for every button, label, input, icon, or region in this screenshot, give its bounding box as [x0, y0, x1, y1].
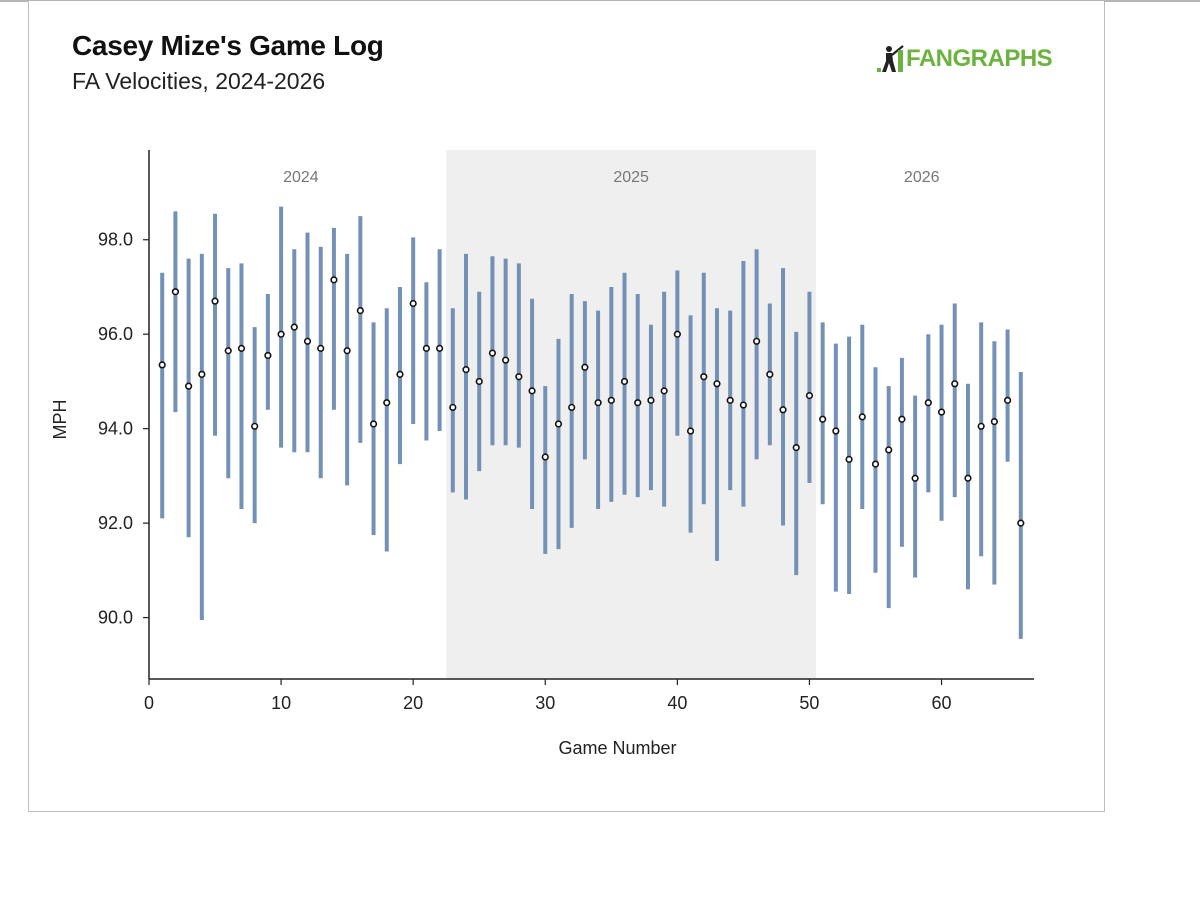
- average-velocity-point: [805, 392, 814, 400]
- average-velocity-point: [713, 380, 721, 388]
- x-tick-label: 20: [403, 693, 423, 713]
- average-velocity-point: [739, 401, 748, 409]
- season-label-2025: 2025: [613, 169, 649, 186]
- y-tick-label: 94.0: [98, 419, 133, 439]
- y-tick-label: 96.0: [98, 324, 133, 344]
- average-velocity-point: [435, 344, 444, 352]
- season-bands: [446, 150, 817, 679]
- x-tick-label: 50: [799, 693, 819, 713]
- average-velocity-point: [607, 396, 615, 404]
- x-tick-label: 60: [932, 693, 952, 713]
- y-tick-label: 92.0: [98, 513, 133, 533]
- average-velocity-point: [515, 373, 523, 381]
- average-velocity-point: [990, 417, 998, 426]
- fangraphs-batter-icon: [877, 45, 904, 72]
- average-velocity-point: [251, 422, 259, 430]
- average-velocity-point: [581, 363, 589, 371]
- average-velocity-point: [898, 415, 906, 423]
- x-tick-label: 40: [667, 693, 687, 713]
- average-velocity-point: [224, 347, 232, 355]
- x-tick-label: 0: [144, 693, 154, 713]
- average-velocity-point: [171, 288, 180, 296]
- average-velocity-point: [303, 337, 312, 345]
- chart-title: Casey Mize's Game Log: [72, 30, 384, 61]
- y-tick-label: 98.0: [98, 230, 133, 250]
- average-velocity-point: [488, 349, 497, 357]
- y-axis-label: MPH: [50, 400, 70, 440]
- average-velocity-point: [911, 474, 919, 482]
- average-velocity-point: [330, 276, 338, 284]
- average-points: [158, 276, 1025, 527]
- average-velocity-point: [951, 380, 959, 388]
- x-tick-label: 30: [535, 693, 555, 713]
- average-velocity-point: [317, 344, 325, 352]
- average-velocity-point: [977, 422, 985, 430]
- average-velocity-point: [686, 427, 695, 435]
- average-velocity-point: [766, 370, 774, 378]
- average-velocity-point: [369, 420, 378, 428]
- x-tick-label: 10: [271, 693, 291, 713]
- average-velocity-point: [475, 377, 483, 386]
- average-velocity-point: [594, 399, 602, 407]
- average-velocity-point: [502, 356, 510, 364]
- average-velocity-point: [700, 373, 708, 381]
- average-velocity-point: [885, 446, 893, 454]
- average-velocity-point: [964, 474, 972, 482]
- average-velocity-point: [726, 396, 734, 404]
- average-velocity-point: [462, 366, 470, 374]
- average-velocity-point: [541, 453, 549, 461]
- average-velocity-point: [753, 337, 761, 345]
- average-velocity-point: [356, 306, 364, 315]
- average-velocity-point: [832, 427, 840, 435]
- season-label-2024: 2024: [283, 169, 319, 186]
- axes: [148, 150, 1034, 680]
- average-velocity-point: [845, 455, 853, 463]
- season-label-2026: 2026: [904, 169, 940, 186]
- average-velocity-point: [185, 382, 193, 390]
- average-velocity-point: [343, 347, 351, 355]
- average-velocity-point: [449, 403, 457, 412]
- x-axis-label: Game Number: [558, 738, 676, 758]
- logo-text: FANGRAPHS: [906, 45, 1053, 72]
- average-velocity-point: [647, 396, 655, 404]
- ticks: 0 10 20 30 40 50 60 90.0 92.0 94.0 96.0 98.0: [98, 230, 952, 713]
- season-labels: 2024 2025 2026: [283, 169, 940, 186]
- average-velocity-point: [1003, 396, 1012, 404]
- average-velocity-point: [568, 403, 576, 412]
- average-velocity-point: [779, 406, 787, 414]
- average-velocity-point: [634, 399, 642, 407]
- average-velocity-point: [1017, 519, 1025, 527]
- average-velocity-point: [554, 420, 563, 428]
- season-band-2025: [446, 150, 817, 679]
- average-velocity-point: [819, 415, 827, 423]
- average-velocity-point: [198, 370, 206, 378]
- average-velocity-point: [264, 351, 272, 360]
- fangraphs-logo: FANGRAPHS: [876, 42, 1053, 76]
- average-velocity-point: [620, 377, 629, 386]
- average-velocity-point: [937, 408, 946, 416]
- velocity-ranges: [160, 206, 1023, 639]
- average-velocity-point: [396, 370, 404, 378]
- average-velocity-point: [858, 413, 866, 421]
- average-velocity-point: [237, 344, 246, 352]
- average-velocity-point: [211, 297, 219, 305]
- average-velocity-point: [528, 387, 536, 395]
- average-velocity-point: [871, 460, 880, 468]
- average-velocity-point: [158, 361, 166, 369]
- chart-subtitle: FA Velocities, 2024-2026: [72, 68, 326, 94]
- average-velocity-point: [277, 330, 285, 338]
- average-velocity-point: [792, 443, 800, 452]
- y-tick-label: 90.0: [98, 608, 133, 628]
- average-velocity-point: [924, 399, 932, 407]
- average-velocity-point: [422, 344, 430, 352]
- average-velocity-point: [673, 330, 681, 338]
- average-velocity-point: [383, 399, 391, 407]
- average-velocity-point: [409, 299, 417, 308]
- average-velocity-point: [290, 323, 298, 331]
- average-velocity-point: [660, 387, 668, 395]
